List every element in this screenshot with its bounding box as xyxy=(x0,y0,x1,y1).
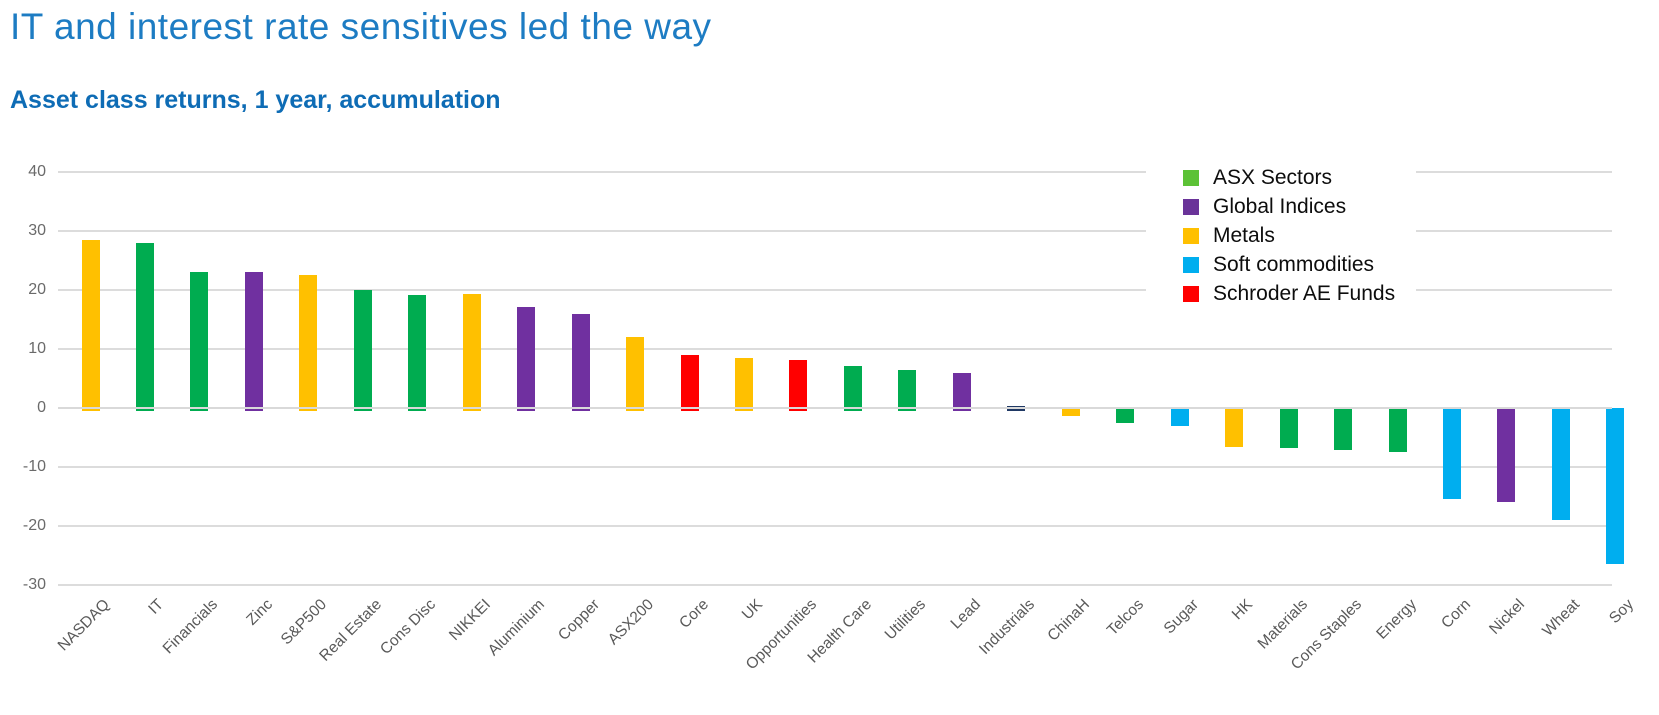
bar-aluminium xyxy=(517,307,536,411)
gridline--30 xyxy=(58,584,1612,586)
bar-asx200 xyxy=(626,337,645,411)
bar-s-p500 xyxy=(299,274,318,411)
bar-lead xyxy=(952,372,971,411)
legend-label-metals: Metals xyxy=(1213,223,1275,247)
bar-utilities xyxy=(898,370,917,411)
bar-energy xyxy=(1388,408,1407,452)
legend-swatch-asx-sectors xyxy=(1183,169,1199,186)
gridline-30 xyxy=(58,230,1612,232)
gridline-20 xyxy=(58,289,1612,291)
gridline--20 xyxy=(58,525,1612,527)
bar-cons-staples xyxy=(1334,408,1353,450)
legend-swatch-metals xyxy=(1183,227,1199,244)
bar-real-estate xyxy=(353,290,372,411)
y-tick-label-10: 10 xyxy=(28,340,46,357)
chart-legend: ASX Sectors Global Indices Metals Soft comm… xyxy=(1146,161,1416,310)
bar-it xyxy=(135,242,154,411)
bar-wheat xyxy=(1551,408,1570,521)
bar-uk xyxy=(735,358,754,411)
bar-health-care xyxy=(843,365,862,411)
bar-corn xyxy=(1443,408,1461,500)
chart-subtitle: Asset class returns, 1 year, accumulatio… xyxy=(10,86,501,114)
legend-swatch-schroder-ae-funds xyxy=(1183,285,1199,302)
bar-financials xyxy=(190,272,209,411)
legend-label-soft-commodities: Soft commodities xyxy=(1213,252,1375,276)
y-tick-label-30: 30 xyxy=(28,222,46,239)
gridline-40 xyxy=(58,171,1612,173)
page-title: IT and interest rate sensitives led the … xyxy=(10,6,712,47)
y-tick-label-0: 0 xyxy=(37,399,46,416)
legend-label-global-indices: Global Indices xyxy=(1213,194,1347,218)
bar-telcos xyxy=(1116,408,1135,423)
bar-materials xyxy=(1279,408,1298,449)
bar-opportunities xyxy=(789,360,808,411)
y-tick-label--20: -20 xyxy=(22,517,46,534)
bar-chinah xyxy=(1061,408,1080,417)
gridline-10 xyxy=(58,348,1612,350)
legend-swatch-global-indices xyxy=(1183,198,1199,215)
legend-label-schroder-ae-funds: Schroder AE Funds xyxy=(1213,281,1396,305)
x-label-soy: Soy xyxy=(1606,596,1638,627)
bar-soy xyxy=(1606,408,1625,565)
bar-core xyxy=(680,355,699,411)
legend-label-asx-sectors: ASX Sectors xyxy=(1213,165,1333,189)
bar-sugar xyxy=(1170,408,1189,426)
legend-item-soft-commodities: Soft commodities xyxy=(1183,250,1416,279)
y-tick-label-40: 40 xyxy=(28,163,46,180)
y-tick-label--30: -30 xyxy=(22,576,46,593)
legend-item-schroder-ae-funds: Schroder AE Funds xyxy=(1183,279,1416,308)
bar-copper xyxy=(571,313,590,411)
bar-nickel xyxy=(1497,408,1516,503)
bar-nikkei xyxy=(462,294,481,411)
bar-hk xyxy=(1225,408,1244,447)
y-tick-label--10: -10 xyxy=(22,458,46,475)
bar-zinc xyxy=(244,272,263,411)
bar-cons-disc xyxy=(408,294,427,411)
bar-nasdaq xyxy=(81,239,100,411)
zero-axis-line xyxy=(58,407,1612,409)
legend-item-global-indices: Global Indices xyxy=(1183,192,1416,221)
y-tick-label-20: 20 xyxy=(28,281,46,298)
legend-swatch-soft-commodities xyxy=(1183,256,1199,273)
legend-item-asx-sectors: ASX Sectors xyxy=(1183,163,1416,192)
gridline--10 xyxy=(58,466,1612,468)
legend-item-metals: Metals xyxy=(1183,221,1416,250)
